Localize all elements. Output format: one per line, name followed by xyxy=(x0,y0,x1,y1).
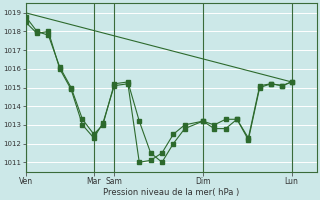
X-axis label: Pression niveau de la mer( hPa ): Pression niveau de la mer( hPa ) xyxy=(103,188,239,197)
